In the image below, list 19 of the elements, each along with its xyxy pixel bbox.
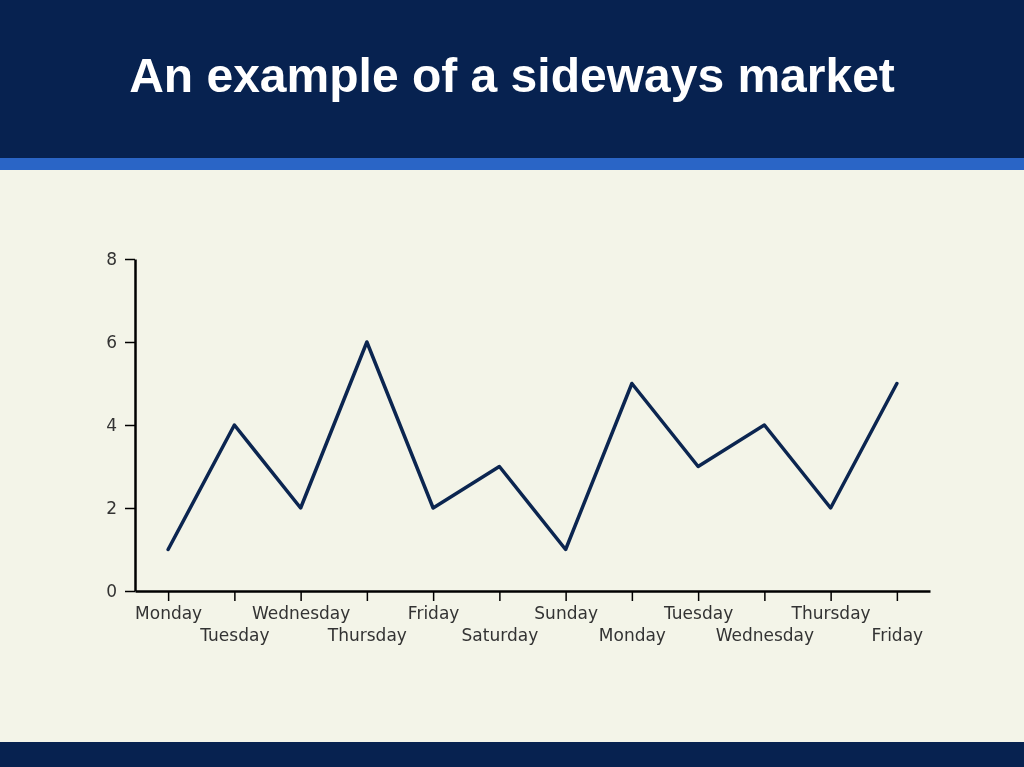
x-tick-label: Monday [598, 624, 666, 645]
y-tick-label: 0 [106, 580, 117, 601]
y-tick-label: 2 [106, 497, 117, 518]
x-tick-label: Monday [135, 603, 203, 624]
x-tick-label: Friday [871, 624, 924, 645]
x-tick-label: Wednesday [251, 603, 351, 624]
y-tick-label: 4 [106, 414, 117, 435]
x-tick-label: Thursday [790, 603, 871, 624]
x-tick-label: Tuesday [663, 603, 734, 624]
x-tick-label: Friday [407, 603, 460, 624]
y-tick-label: 8 [106, 248, 117, 269]
x-tick-label: Sunday [534, 603, 598, 624]
chart-title: An example of a sideways market [129, 49, 895, 102]
x-tick-label: Saturday [461, 624, 539, 645]
x-tick-label: Wednesday [715, 624, 815, 645]
x-tick-label: Tuesday [199, 624, 270, 645]
x-tick-label: Thursday [326, 624, 407, 645]
y-tick-label: 6 [106, 331, 117, 352]
line-series [166, 340, 899, 552]
